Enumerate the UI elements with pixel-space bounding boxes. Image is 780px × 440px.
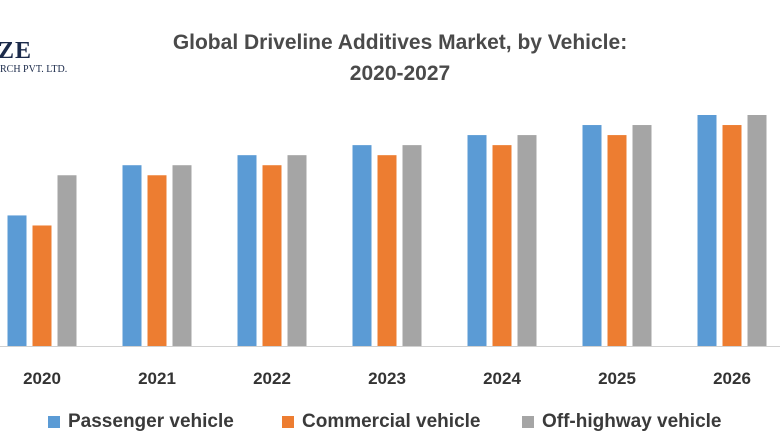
- bar-passenger-vehicle-2023: [352, 145, 372, 346]
- bar-off-highway-vehicle-2024: [517, 135, 537, 346]
- x-tick-label-2024: 2024: [483, 369, 521, 388]
- bar-passenger-vehicle-2020: [7, 215, 27, 346]
- logo-wordmark: ZE: [0, 38, 33, 64]
- legend-label-off-highway: Off-highway vehicle: [542, 411, 722, 432]
- x-tick-label-2020: 2020: [23, 369, 61, 388]
- x-tick-label-2026: 2026: [713, 369, 751, 388]
- logo-subtitle: RCH PVT. LTD.: [0, 64, 68, 75]
- bar-off-highway-vehicle-2025: [632, 125, 652, 346]
- bar-off-highway-vehicle-2023: [402, 145, 422, 346]
- x-tick-label-2023: 2023: [368, 369, 406, 388]
- bar-commercial-vehicle-2023: [377, 155, 397, 346]
- bar-chart: 2020 2021 2022 2023 2024 2025 2026: [0, 115, 780, 388]
- chart-title: Global Driveline Additives Market, by Ve…: [172, 31, 628, 54]
- bar-passenger-vehicle-2024: [467, 135, 487, 346]
- legend: Passenger vehicle Commercial vehicle Off…: [0, 410, 780, 436]
- x-tick-label-2022: 2022: [253, 369, 291, 388]
- bar-off-highway-vehicle-2021: [172, 165, 192, 346]
- bar-off-highway-vehicle-2026: [747, 115, 767, 346]
- x-tick-label-2025: 2025: [598, 369, 636, 388]
- company-logo: ZE RCH PVT. LTD.: [0, 38, 90, 78]
- bar-commercial-vehicle-2025: [607, 135, 627, 346]
- bar-passenger-vehicle-2025: [582, 125, 602, 346]
- x-tick-label-2021: 2021: [138, 369, 176, 388]
- bar-off-highway-vehicle-2020: [57, 175, 77, 346]
- bar-commercial-vehicle-2021: [147, 175, 167, 346]
- legend-swatch-commercial: [282, 416, 294, 428]
- legend-swatch-passenger: [48, 416, 60, 428]
- legend-label-passenger: Passenger vehicle: [68, 411, 234, 432]
- bar-commercial-vehicle-2022: [262, 165, 282, 346]
- chart-subtitle: 2020-2027: [349, 62, 451, 85]
- bar-commercial-vehicle-2024: [492, 145, 512, 346]
- bar-passenger-vehicle-2026: [697, 115, 717, 346]
- legend-label-commercial: Commercial vehicle: [302, 411, 481, 432]
- bar-off-highway-vehicle-2022: [287, 155, 307, 346]
- bar-passenger-vehicle-2021: [122, 165, 142, 346]
- legend-swatch-off-highway: [522, 416, 534, 428]
- bar-passenger-vehicle-2022: [237, 155, 257, 346]
- bar-commercial-vehicle-2020: [32, 225, 52, 346]
- bar-commercial-vehicle-2026: [722, 125, 742, 346]
